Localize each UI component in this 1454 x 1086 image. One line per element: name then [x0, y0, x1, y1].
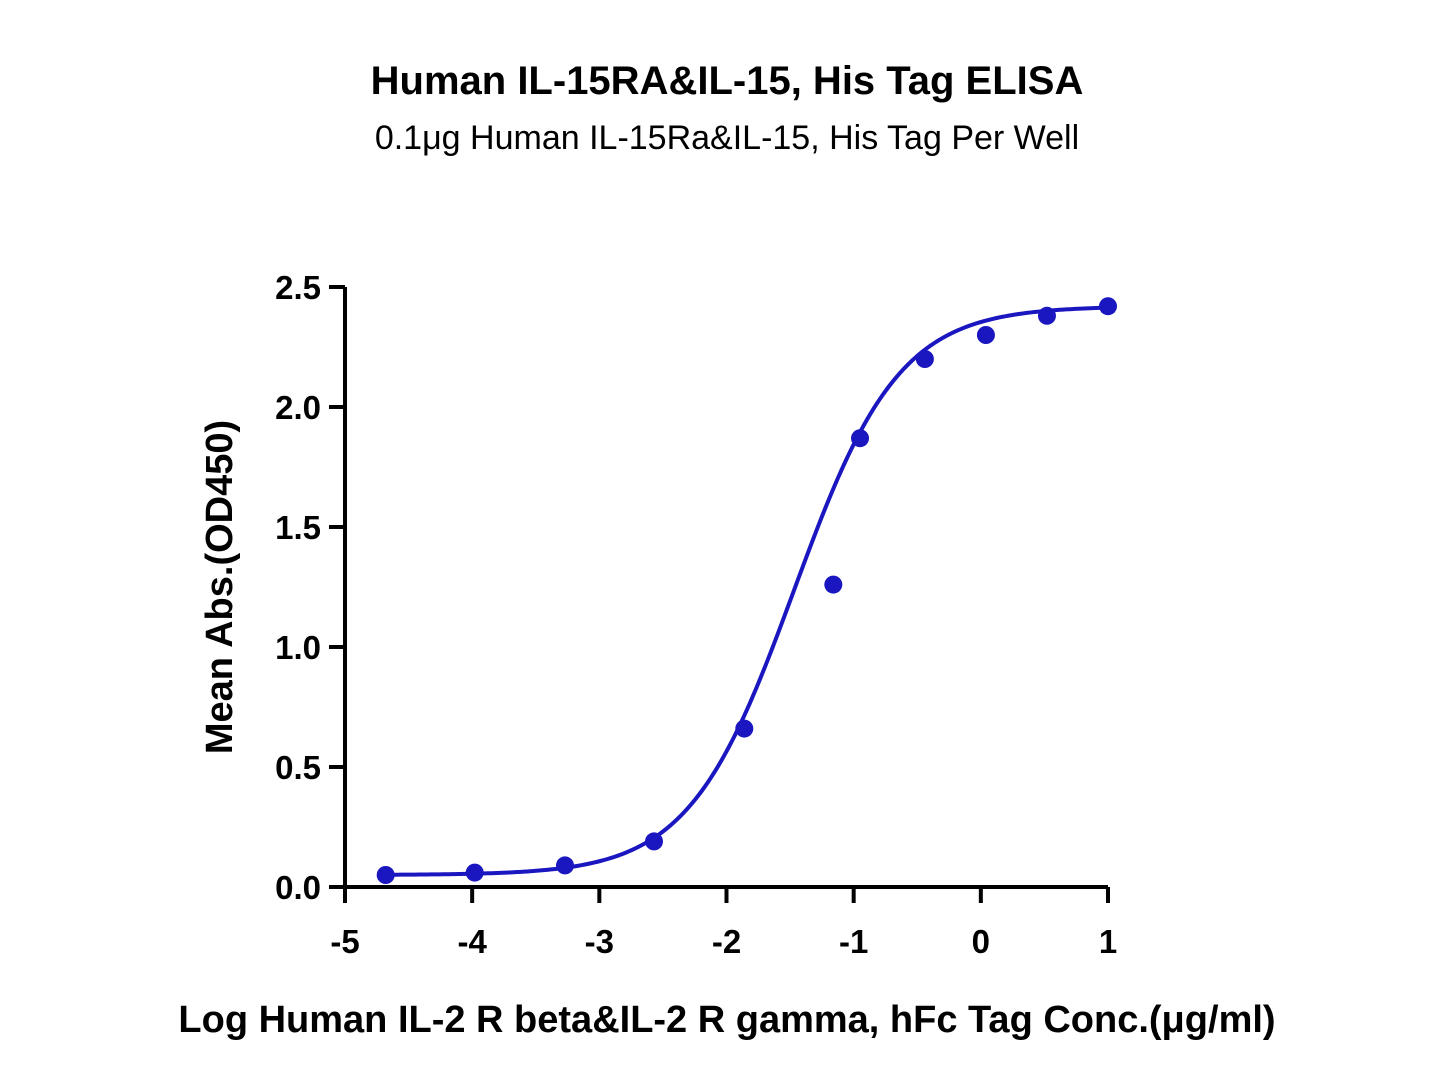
data-point	[465, 863, 484, 882]
y-axis-ticks: 0.0 0.5 1.0 1.5 2.0 2.5	[275, 269, 345, 906]
x-tick-label: -2	[712, 923, 741, 960]
data-point	[824, 575, 843, 594]
x-tick-label: 0	[972, 923, 990, 960]
data-point	[376, 866, 395, 884]
y-tick-label: 1.5	[275, 509, 321, 546]
x-tick-label: -1	[839, 923, 868, 960]
fit-curve	[385, 305, 1109, 877]
x-tick-label: -3	[585, 923, 614, 960]
data-point	[976, 326, 995, 344]
data-point	[735, 719, 754, 738]
y-tick-label: 0.0	[275, 869, 321, 906]
data-point	[851, 429, 870, 448]
y-tick-label: 0.5	[275, 749, 321, 786]
x-tick-label: -4	[457, 923, 487, 960]
y-tick-label: 1.0	[275, 629, 321, 666]
x-tick-label: 1	[1099, 923, 1117, 960]
y-axis-label: Mean Abs.(OD450)	[199, 420, 241, 754]
data-points	[376, 297, 1117, 884]
x-tick-label: -5	[330, 923, 359, 960]
y-tick-label: 2.5	[275, 269, 321, 306]
data-point	[915, 350, 934, 368]
chart-title: Human IL-15RA&IL-15, His Tag ELISA	[371, 59, 1084, 103]
data-point	[1099, 297, 1117, 316]
x-axis-label: Log Human IL-2 R beta&IL-2 R gamma, hFc …	[178, 999, 1275, 1041]
data-point	[645, 832, 664, 851]
data-point	[555, 856, 574, 875]
data-point	[1037, 306, 1056, 325]
x-axis-ticks: -5 -4 -3 -2 -1 0 1	[330, 887, 1117, 960]
y-tick-label: 2.0	[275, 389, 321, 426]
chart-subtitle: 0.1μg Human IL-15Ra&IL-15, His Tag Per W…	[375, 119, 1079, 157]
